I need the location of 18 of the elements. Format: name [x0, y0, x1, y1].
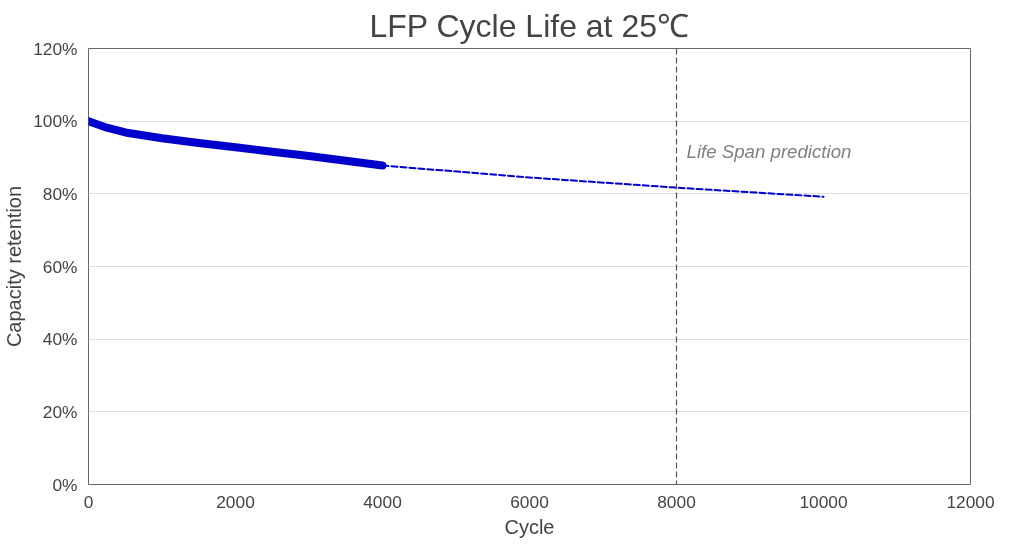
y-tick-label: 0% [52, 474, 78, 495]
y-tick-label: 120% [33, 38, 78, 59]
y-axis-title: Capacity retention [3, 185, 26, 348]
y-tick-label: 60% [42, 256, 78, 277]
y-tick-label: 80% [42, 183, 78, 204]
x-tick-label: 12000 [946, 491, 995, 512]
x-tick-label: 2000 [216, 491, 255, 512]
y-tick-label: 40% [42, 329, 78, 350]
x-tick-label: 8000 [657, 491, 696, 512]
ref-line-label: Life Span prediction [686, 140, 852, 162]
x-tick-label: 10000 [799, 491, 848, 512]
x-tick-label: 6000 [510, 491, 549, 512]
x-tick-label: 0 [83, 491, 94, 512]
x-axis-title: Cycle [504, 515, 555, 538]
chart-title: LFP Cycle Life at 25℃ [369, 7, 689, 44]
x-tick-label: 4000 [363, 491, 402, 512]
y-tick-label: 100% [33, 111, 78, 132]
y-tick-label: 20% [42, 401, 78, 422]
